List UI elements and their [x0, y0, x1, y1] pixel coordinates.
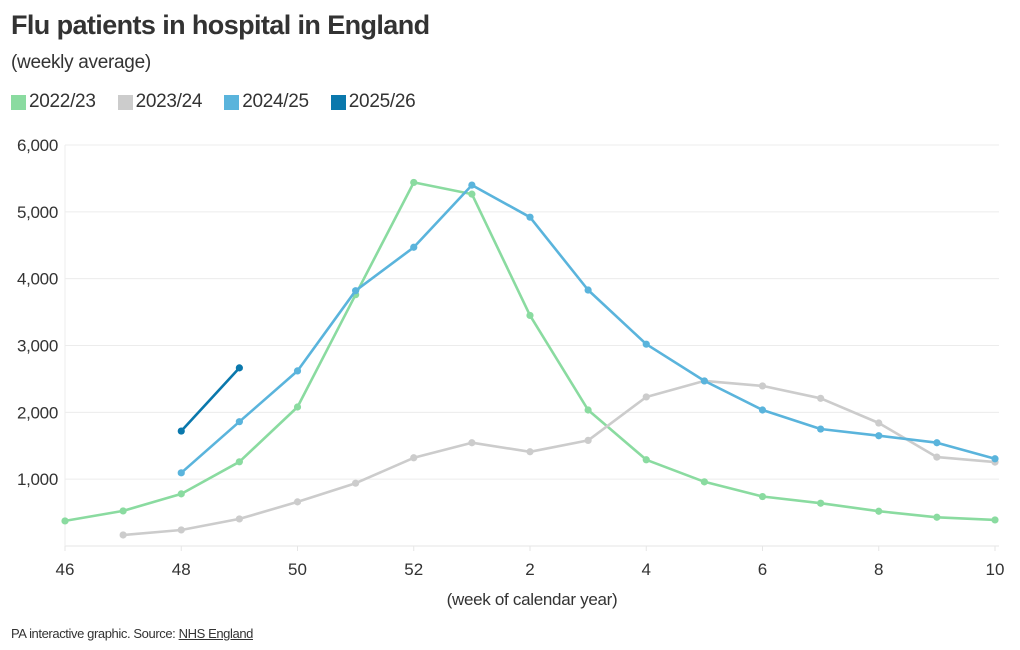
legend-item-2023-24[interactable]: 2023/24	[117, 91, 203, 113]
data-point[interactable]	[177, 427, 185, 435]
chart-subtitle: (weekly average)	[11, 52, 151, 73]
data-point[interactable]	[700, 377, 708, 385]
data-point[interactable]	[758, 382, 767, 390]
data-point[interactable]	[642, 393, 650, 401]
legend-swatch	[330, 94, 346, 110]
data-point[interactable]	[758, 492, 767, 501]
data-point[interactable]	[235, 418, 243, 426]
data-point[interactable]	[526, 448, 534, 456]
chart-title: Flu patients in hospital in England	[11, 10, 430, 40]
data-point[interactable]	[991, 516, 999, 524]
y-tick-label: 4,000	[17, 270, 58, 289]
data-point[interactable]	[584, 286, 592, 294]
legend: 2022/23 2023/24 2024/25 2025/26	[11, 91, 416, 113]
data-point[interactable]	[817, 394, 825, 402]
series-line[interactable]	[180, 183, 996, 474]
data-point[interactable]	[642, 340, 650, 348]
legend-item-2024-25[interactable]: 2024/25	[224, 91, 309, 113]
source-prefix: PA interactive graphic. Source:	[11, 626, 179, 641]
legend-label: 2025/26	[348, 91, 416, 112]
y-tick-label: 2,000	[17, 403, 58, 422]
y-axis: 1,000 2,000 3,000 4,000 5,000 6,000	[17, 136, 58, 489]
series-2022-23	[61, 178, 999, 525]
data-point[interactable]	[468, 439, 476, 447]
data-point[interactable]	[991, 455, 999, 463]
data-point[interactable]	[410, 178, 418, 187]
data-point[interactable]	[875, 419, 883, 427]
data-point[interactable]	[235, 364, 243, 372]
x-tick-label: 48	[172, 560, 191, 579]
y-tick-label: 1,000	[17, 470, 58, 489]
data-point[interactable]	[177, 490, 185, 498]
data-point[interactable]	[584, 406, 592, 414]
y-tick-label: 3,000	[17, 337, 58, 356]
series-2025-26	[177, 364, 243, 435]
legend-item-2025-26[interactable]: 2025/26	[330, 91, 416, 113]
legend-swatch	[224, 94, 240, 110]
data-point[interactable]	[235, 458, 243, 466]
data-point[interactable]	[119, 531, 127, 539]
data-point[interactable]	[933, 513, 941, 521]
series-line[interactable]	[64, 181, 996, 523]
data-point[interactable]	[293, 367, 302, 375]
data-point[interactable]	[817, 425, 825, 433]
data-point[interactable]	[642, 456, 650, 464]
source-link[interactable]: NHS England	[178, 626, 254, 641]
legend-label: 2023/24	[135, 91, 203, 112]
series-2024-25	[177, 181, 999, 477]
legend-item-2022-23[interactable]: 2022/23	[11, 91, 96, 113]
data-point[interactable]	[235, 515, 243, 523]
legend-swatch	[117, 94, 133, 110]
data-point[interactable]	[933, 439, 941, 447]
data-point[interactable]	[177, 526, 185, 534]
data-point[interactable]	[526, 213, 534, 221]
data-point[interactable]	[526, 311, 534, 320]
x-tick-label: 6	[758, 560, 767, 579]
legend-label: 2022/23	[29, 91, 96, 112]
x-tick-label: 8	[874, 560, 883, 579]
x-tick-label: 50	[288, 560, 307, 579]
gridlines	[64, 144, 999, 547]
x-tick-label: 4	[642, 560, 651, 579]
data-point[interactable]	[177, 469, 185, 477]
series-line[interactable]	[180, 367, 241, 432]
data-point[interactable]	[700, 478, 708, 486]
data-point[interactable]	[584, 436, 592, 445]
x-tick-label: 52	[404, 560, 423, 579]
x-tick-label: 46	[56, 560, 75, 579]
data-point[interactable]	[758, 406, 767, 414]
data-point[interactable]	[468, 181, 476, 189]
y-tick-label: 6,000	[17, 136, 58, 155]
data-point[interactable]	[468, 190, 476, 198]
data-point[interactable]	[817, 499, 825, 507]
source-note: PA interactive graphic. Source: NHS Engl…	[11, 626, 253, 641]
data-point[interactable]	[875, 432, 883, 440]
data-point[interactable]	[875, 507, 883, 515]
x-axis: 46 48 50 52 2 4 6 8 10	[56, 546, 1005, 579]
data-point[interactable]	[352, 287, 360, 295]
series-2023-24	[119, 377, 999, 539]
data-point[interactable]	[352, 479, 360, 487]
data-point[interactable]	[933, 453, 941, 461]
y-tick-label: 5,000	[17, 203, 58, 222]
x-tick-label: 2	[525, 560, 534, 579]
data-point[interactable]	[293, 498, 302, 506]
data-point[interactable]	[293, 403, 302, 411]
x-tick-label: 10	[986, 560, 1005, 579]
x-axis-label: (week of calendar year)	[447, 590, 618, 609]
legend-label: 2024/25	[242, 91, 309, 112]
data-point[interactable]	[410, 243, 418, 251]
series-line[interactable]	[122, 379, 996, 537]
data-point[interactable]	[119, 507, 127, 515]
series-lines	[61, 178, 999, 539]
legend-swatch	[11, 94, 26, 110]
data-point[interactable]	[61, 517, 69, 525]
data-point[interactable]	[410, 454, 418, 462]
